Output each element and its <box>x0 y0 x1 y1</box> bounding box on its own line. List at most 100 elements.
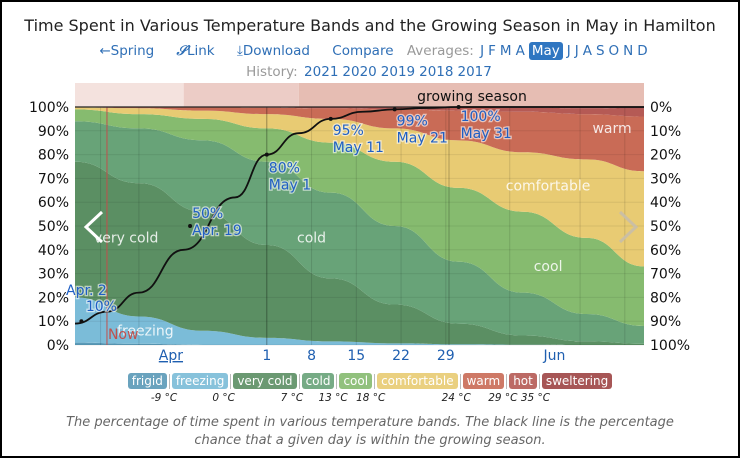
growing-annotation-date: Apr. 2 <box>66 283 107 299</box>
history-year-link[interactable]: 2019 <box>380 64 416 80</box>
band-label: very cold <box>94 231 158 247</box>
y-tick-right: 70% <box>650 267 681 283</box>
download-icon: ⤓ <box>236 43 243 59</box>
growing-season-marker <box>392 107 397 112</box>
growing-annotation-pct: 100% <box>461 109 501 125</box>
month-link-3[interactable]: A <box>515 43 525 59</box>
month-link-6[interactable]: J <box>574 43 579 59</box>
band-label: comfortable <box>506 178 591 194</box>
y-tick-right: 10% <box>650 124 681 140</box>
legend-separator <box>538 374 540 389</box>
y-tick-left: 70% <box>38 171 69 187</box>
back-spring-link[interactable]: ← Spring <box>99 43 155 59</box>
x-tick-label: 15 <box>347 348 365 364</box>
permalink-link[interactable]: 𝒮 Link <box>176 43 215 59</box>
band-hot <box>75 107 644 117</box>
month-selector: J F M A May J J A S O N D <box>478 42 650 60</box>
legend-separator <box>374 374 376 389</box>
y-tick-right: 80% <box>650 290 681 306</box>
legend-threshold: 13 °C <box>318 392 348 404</box>
history-year-link[interactable]: 2017 <box>457 64 492 80</box>
x-tick-label: 22 <box>392 348 410 364</box>
next-month-chevron-icon[interactable] <box>618 210 639 244</box>
download-link[interactable]: ⤓ Download <box>236 43 310 59</box>
month-link-10[interactable]: N <box>623 43 634 59</box>
growing-annotation-date: Apr. 19 <box>192 223 242 239</box>
legend-separator <box>298 374 300 389</box>
y-tick-left: 30% <box>38 267 69 283</box>
page-title: Time Spent in Various Temperature Bands … <box>24 16 716 35</box>
y-tick-right: 40% <box>650 195 681 211</box>
band-very-cold <box>75 161 644 345</box>
y-tick-right: 90% <box>650 314 681 330</box>
month-link-4[interactable]: May <box>528 42 563 60</box>
x-tick-label: 1 <box>262 348 271 364</box>
legend-threshold: 18 °C <box>356 392 386 404</box>
growing-season-marker <box>79 319 84 324</box>
y-tick-left: 100% <box>29 100 69 116</box>
legend-chip: cold <box>301 373 335 389</box>
previous-month-chevron-icon[interactable] <box>83 210 104 244</box>
legend-threshold: -9 °C <box>150 392 178 404</box>
arrow-left-icon: ← <box>99 43 111 59</box>
month-link-1[interactable]: F <box>488 43 496 59</box>
growing-season-label: growing season <box>417 89 527 105</box>
month-link-8[interactable]: S <box>595 43 605 59</box>
history-year-link[interactable]: 2021 <box>304 64 339 80</box>
y-tick-right: 20% <box>650 148 681 164</box>
y-tick-left: 0% <box>47 338 69 354</box>
y-tick-left: 50% <box>38 219 69 235</box>
band-label: cold <box>297 231 326 247</box>
x-tick-label[interactable]: Apr <box>159 348 183 364</box>
month-link-2[interactable]: M <box>499 43 512 59</box>
y-tick-left: 40% <box>38 243 69 259</box>
growing-annotation-pct: 10% <box>86 299 117 315</box>
legend-chip: hot <box>509 373 537 389</box>
history-year-link[interactable]: 2018 <box>419 64 454 80</box>
band-freezing <box>75 297 644 345</box>
chart-caption: The percentage of time spent in various … <box>66 415 674 448</box>
history-year-link[interactable]: 2020 <box>342 64 377 80</box>
growing-annotation-pct: 95% <box>333 123 364 139</box>
y-tick-right: 30% <box>650 171 681 187</box>
averages-label: Averages: <box>406 43 474 59</box>
y-tick-right: 60% <box>650 243 681 259</box>
month-link-5[interactable]: J <box>566 43 571 59</box>
legend: frigid freezing very cold cold cool comfortab… <box>2 373 738 389</box>
y-tick-right: 100% <box>650 338 690 354</box>
growing-season-marker <box>456 105 461 109</box>
legend-threshold: 24 °C <box>441 392 471 404</box>
legend-separator <box>459 374 461 389</box>
month-link-9[interactable]: O <box>608 43 620 59</box>
growing-annotation-pct: 50% <box>192 206 223 222</box>
y-tick-right: 0% <box>650 100 672 116</box>
legend-chip: freezing <box>171 373 229 389</box>
band-comfortable <box>75 107 644 267</box>
growing-annotation-date: May 1 <box>269 178 311 194</box>
y-tick-left: 10% <box>38 314 69 330</box>
legend-threshold: 35 °C <box>520 392 551 404</box>
x-tick-label: 29 <box>437 348 455 364</box>
growing-season-shade <box>183 83 299 107</box>
y-tick-left: 60% <box>38 195 69 211</box>
compare-link[interactable]: Compare <box>332 43 394 59</box>
history-bar: History: 2021 2020 2019 2018 2017 <box>2 64 738 80</box>
month-link-0[interactable]: J <box>480 43 485 59</box>
x-tick-label[interactable]: Jun <box>543 348 566 364</box>
growing-season-shade <box>75 83 184 107</box>
band-warm <box>75 107 644 172</box>
band-cool <box>75 109 644 326</box>
legend-chip: cool <box>339 373 373 389</box>
band-frigid <box>75 342 644 345</box>
legend-separator <box>230 374 232 389</box>
growing-annotation-date: May 31 <box>461 126 512 142</box>
link-icon: 𝒮 <box>176 43 187 59</box>
x-tick-label: 8 <box>307 348 316 364</box>
month-link-11[interactable]: D <box>637 43 648 59</box>
legend-separator <box>168 374 170 389</box>
legend-separator <box>336 374 338 389</box>
growing-annotation-pct: 80% <box>269 161 300 177</box>
month-link-7[interactable]: A <box>582 43 592 59</box>
